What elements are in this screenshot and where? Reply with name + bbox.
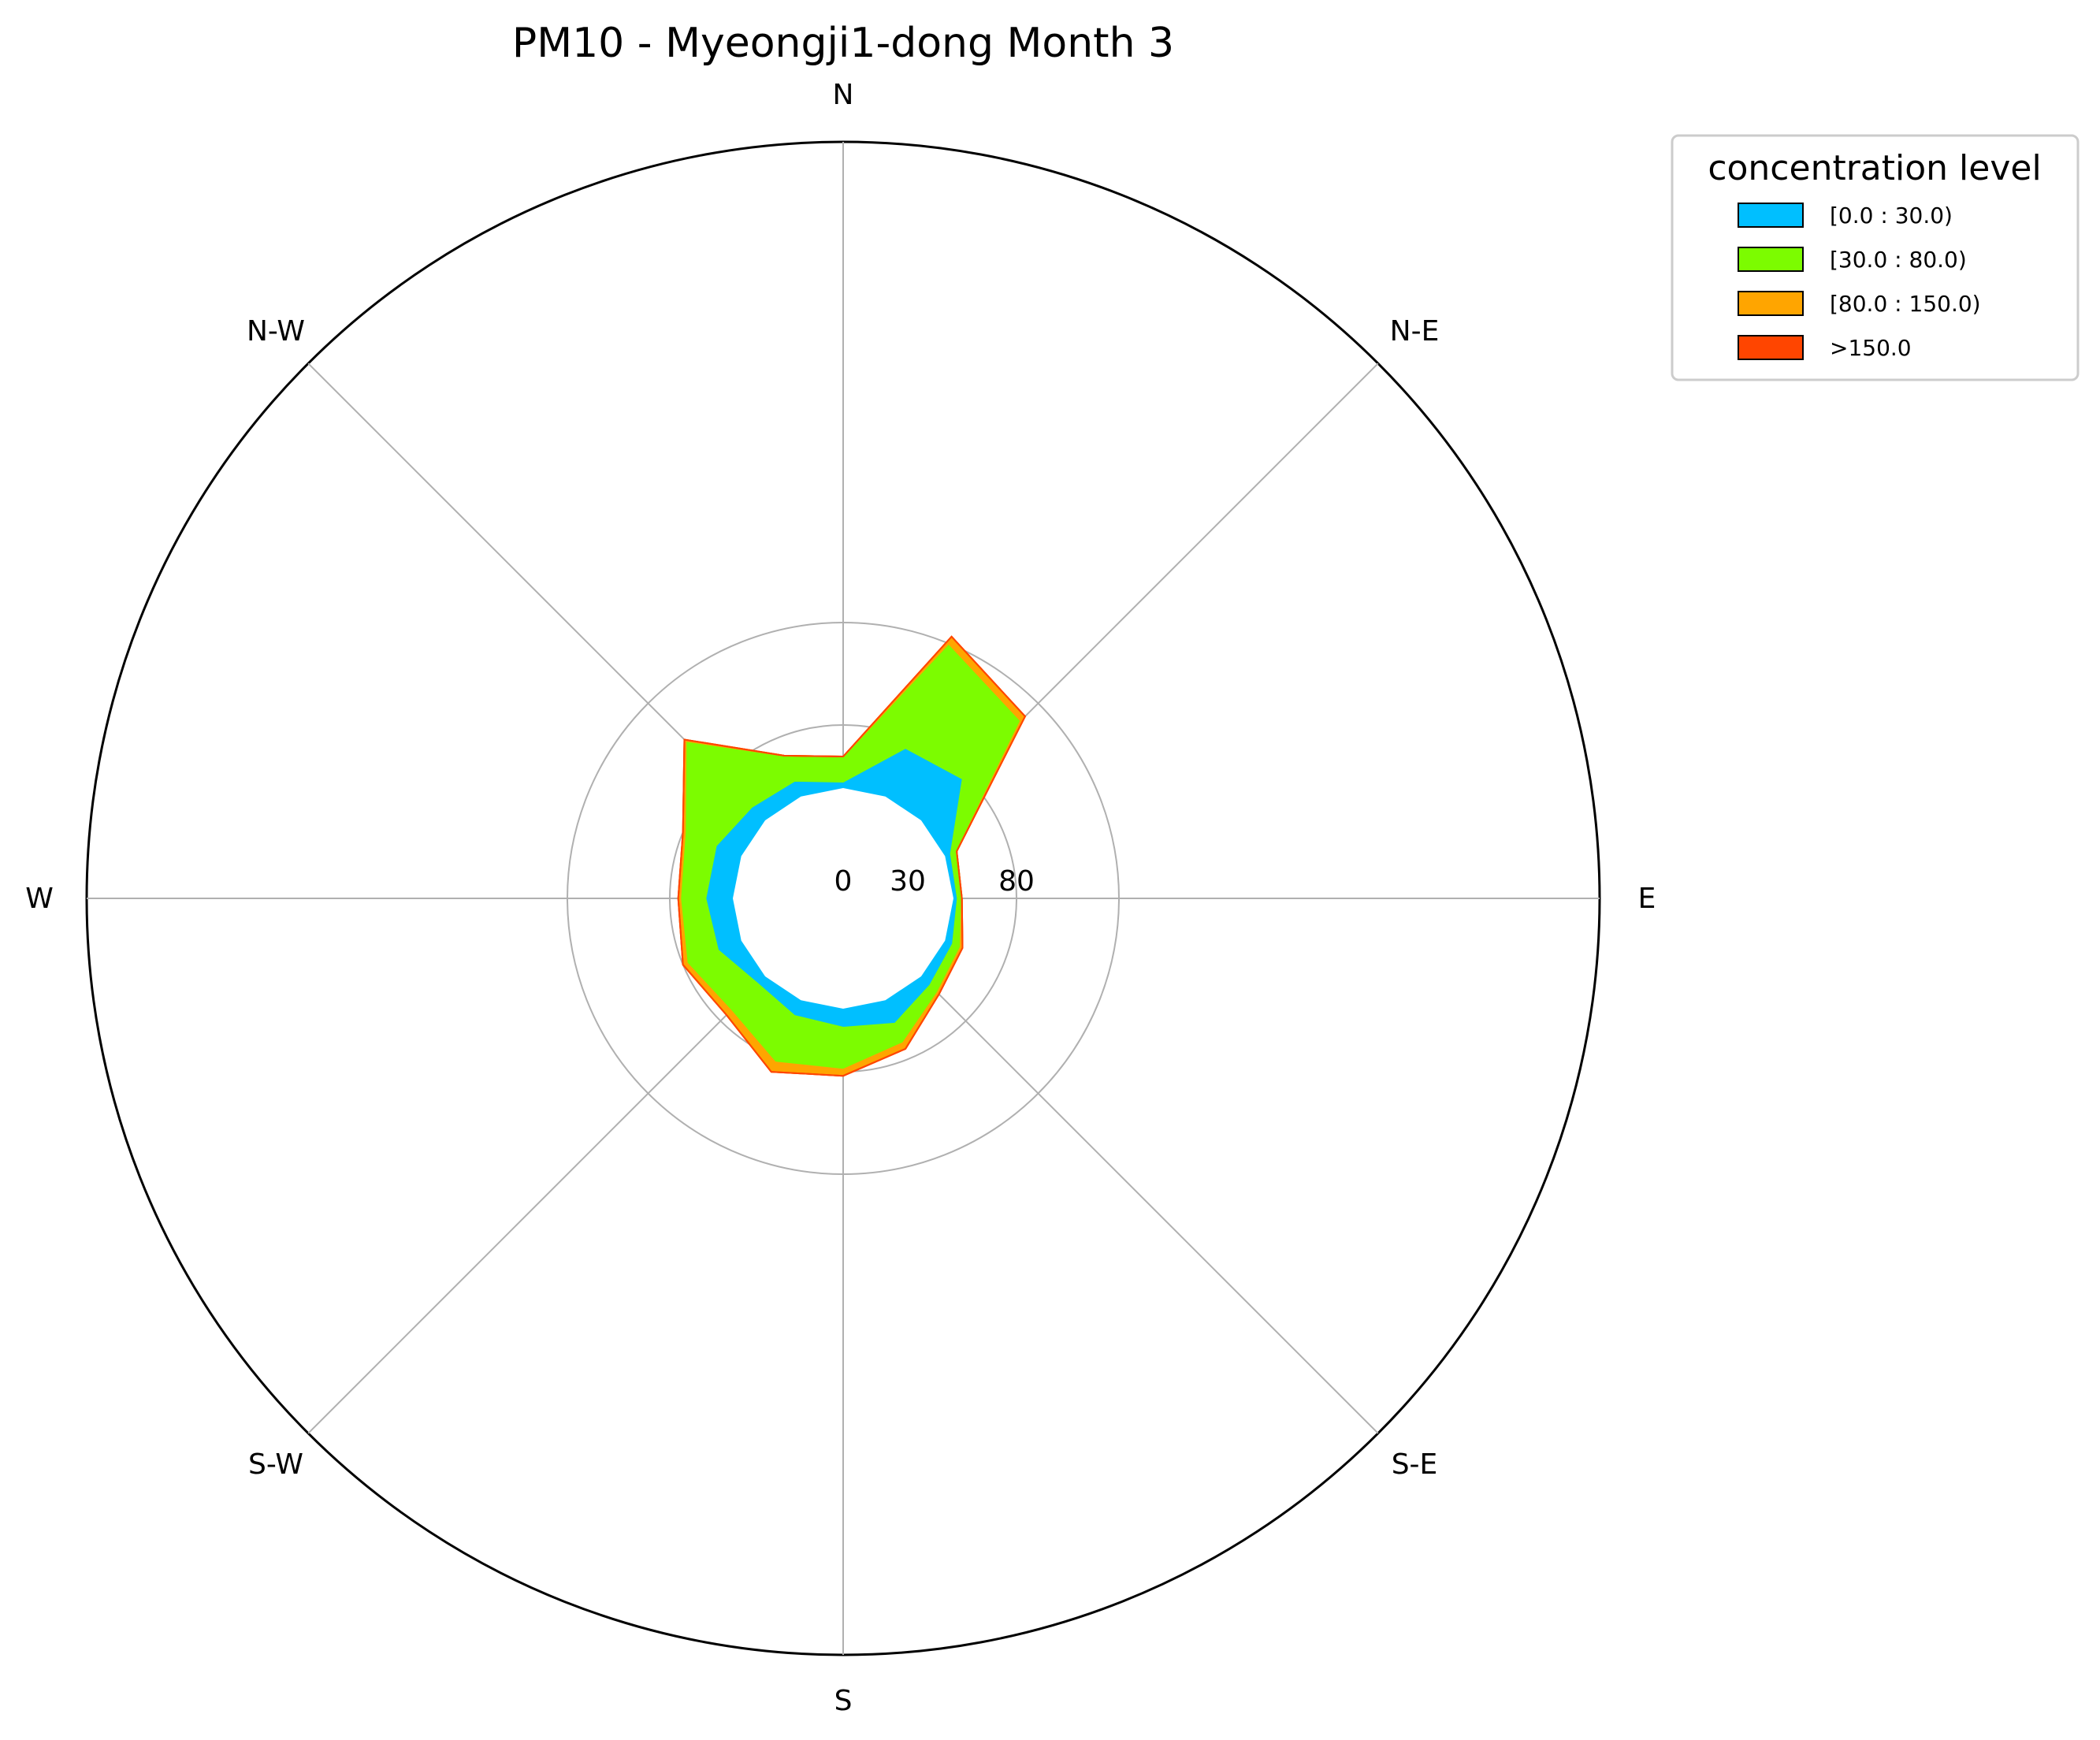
legend-label-2: [80.0 : 150.0) [1830,291,1981,317]
legend-frame [1671,134,2080,381]
direction-label-n: N [833,79,854,111]
radial-tick-80: 80 [998,865,1035,898]
legend-items: [0.0 : 30.0) [30.0 : 80.0) [80.0 : 150.0) >… [1738,203,1981,361]
direction-label-s-e: S-E [1392,1448,1438,1481]
legend-swatch-3 [1738,335,1804,360]
series-outline-top [677,635,1027,1077]
direction-label-n-e: N-E [1390,315,1440,348]
legend: concentration level [0.0 : 30.0) [30.0 : … [1671,134,2080,381]
polar-grid [85,140,1601,1656]
legend-swatch-1 [1738,247,1804,272]
direction-label-w: W [25,883,54,915]
chart-title: PM10 - Myeongji1-dong Month 3 [512,20,1174,67]
legend-label-3: >150.0 [1830,335,1912,361]
direction-labels: N N-E E S-E S S-W W N-W [25,79,1656,1717]
radial-tick-labels: 0 30 80 [834,865,1035,898]
legend-swatch-2 [1738,291,1804,316]
legend-label-1: [30.0 : 80.0) [1830,247,1967,273]
direction-label-s-w: S-W [248,1448,303,1481]
direction-label-s: S [834,1685,853,1717]
direction-label-e: E [1638,883,1656,915]
legend-swatch-0 [1738,203,1804,228]
angular-gridline-s-e [920,976,1379,1434]
legend-label-0: [0.0 : 30.0) [1830,203,1953,229]
angular-gridline-s-w [307,976,766,1434]
radial-tick-0: 0 [834,865,853,898]
direction-label-n-w: N-W [247,315,305,348]
data-areas [677,635,1027,1077]
legend-title: concentration level [1708,148,2041,188]
series-area-0 [705,748,963,1028]
radial-tick-30: 30 [890,865,926,898]
